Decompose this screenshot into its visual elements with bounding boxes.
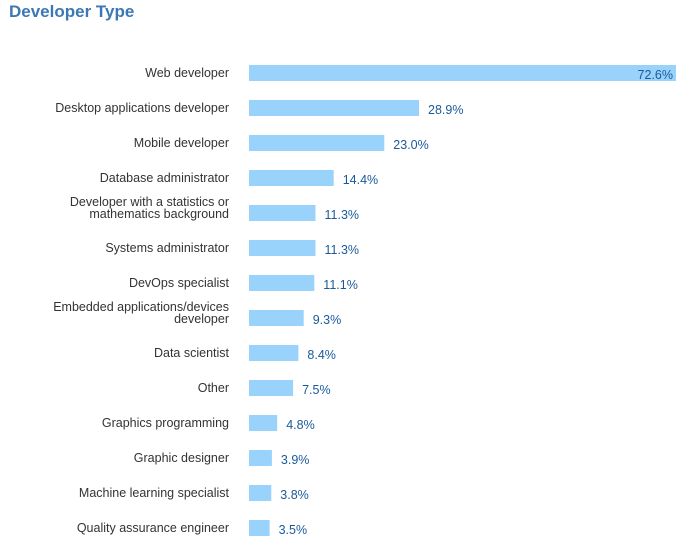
- bar-5: [249, 240, 316, 256]
- value-label-3: 14.4%: [343, 173, 378, 187]
- value-label-9: 7.5%: [302, 383, 331, 397]
- category-label-7: Embedded applications/devices developer: [53, 300, 229, 326]
- category-label-6: DevOps specialist: [129, 276, 230, 290]
- bar-2: [249, 135, 385, 151]
- value-label-13: 3.5%: [279, 523, 308, 537]
- value-label-1: 28.9%: [428, 103, 463, 117]
- value-label-0: 72.6%: [638, 68, 673, 82]
- category-label-0: Web developer: [145, 66, 229, 80]
- bar-8: [249, 345, 299, 361]
- value-label-4: 11.3%: [325, 208, 360, 222]
- value-label-11: 3.9%: [281, 453, 310, 467]
- category-label-12: Machine learning specialist: [79, 486, 230, 500]
- category-label-10: Graphics programming: [102, 416, 229, 430]
- bar-6: [249, 275, 315, 291]
- category-label-3: Database administrator: [100, 171, 229, 185]
- value-label-8: 8.4%: [307, 348, 336, 362]
- category-label-13: Quality assurance engineer: [77, 521, 229, 535]
- bar-1: [249, 100, 419, 116]
- value-label-7: 9.3%: [313, 313, 342, 327]
- chart-title: Developer Type: [9, 2, 135, 21]
- bar-0: [249, 65, 676, 81]
- category-label-8: Data scientist: [154, 346, 230, 360]
- category-label-2: Mobile developer: [134, 136, 229, 150]
- value-label-6: 11.1%: [323, 278, 358, 292]
- value-label-10: 4.8%: [286, 418, 315, 432]
- category-label-11: Graphic designer: [134, 451, 229, 465]
- value-label-12: 3.8%: [280, 488, 309, 502]
- bar-10: [249, 415, 278, 431]
- bar-11: [249, 450, 272, 466]
- category-label-1: Desktop applications developer: [55, 101, 229, 115]
- category-label-5: Systems administrator: [105, 241, 229, 255]
- category-label-4: Developer with a statistics or mathematic…: [70, 195, 229, 221]
- bar-4: [249, 205, 316, 221]
- bar-3: [249, 170, 334, 186]
- bar-7: [249, 310, 304, 326]
- bar-12: [249, 485, 272, 501]
- bar-13: [249, 520, 270, 536]
- bar-9: [249, 380, 294, 396]
- category-label-9: Other: [198, 381, 229, 395]
- value-label-2: 23.0%: [393, 138, 428, 152]
- value-label-5: 11.3%: [325, 243, 360, 257]
